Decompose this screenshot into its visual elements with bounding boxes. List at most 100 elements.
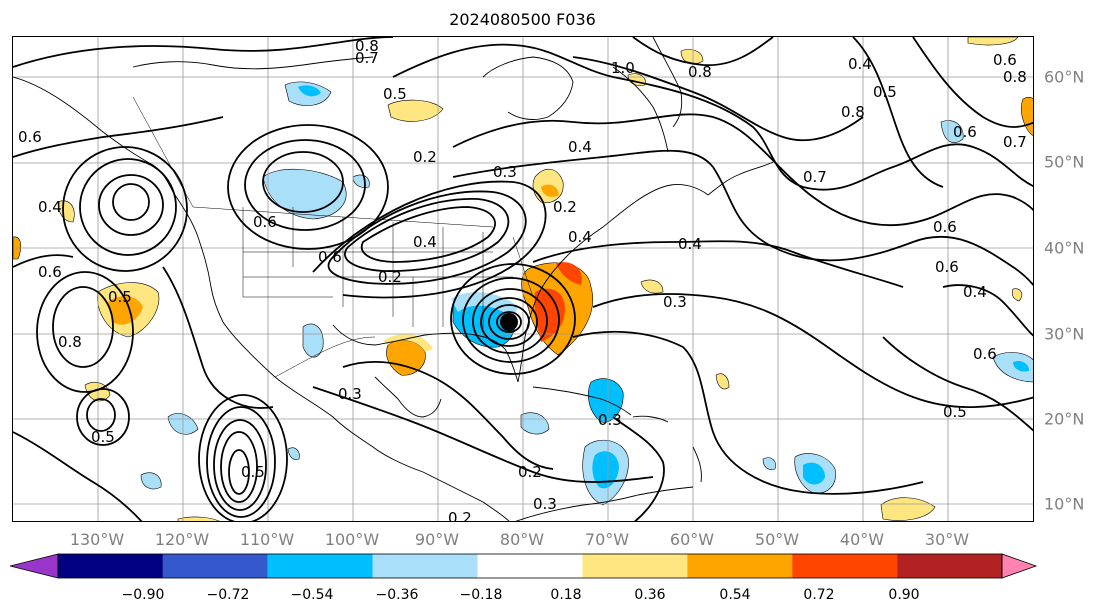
contour-label: 0.4 [678, 235, 702, 253]
lat-label-60n: 60°N [1044, 67, 1085, 87]
contour-label: 0.8 [841, 103, 865, 121]
contour-label: 0.6 [18, 128, 42, 146]
lat-label-30n: 30°N [1044, 324, 1085, 344]
shade-positive-atl-3 [640, 279, 664, 294]
contour-label: 0.3 [598, 411, 622, 429]
contour-label: 0.6 [953, 123, 977, 141]
contour-pacific-low-1 [228, 449, 250, 495]
shade-positive-gulf-edge [383, 334, 433, 352]
contour-label: 0.2 [378, 268, 402, 286]
shade-positive-atl-2 [715, 373, 730, 390]
contour-label: 0.5 [383, 85, 407, 103]
coast-yucatan [374, 376, 442, 418]
colorbar-tick: −0.18 [459, 587, 503, 603]
shade-positive-pacific-3 [57, 200, 75, 223]
contour-labels: 0.8 0.7 1.0 0.8 0.5 0.4 0.6 0.7 0.8 0.2 … [18, 37, 1027, 521]
shade-negative-midcanada [352, 174, 370, 188]
shade-negative-atl-2-core [1013, 361, 1029, 372]
contour-npac-2 [98, 174, 164, 236]
contour-jet-1 [360, 206, 496, 263]
contour-wave-15 [162, 266, 274, 409]
contour-npac-5 [52, 286, 114, 368]
hurricane-center-marker [500, 313, 518, 331]
colorbar-border [57, 553, 1003, 579]
colorbar-cell [162, 554, 268, 578]
contour-label: 0.6 [935, 258, 959, 276]
contour-wave-5 [532, 240, 904, 288]
contour-jet-3 [327, 190, 527, 285]
shade-positive-atl-4 [1011, 288, 1023, 302]
shade-negative-pacific-3 [287, 447, 300, 460]
contour-hurricane-3 [480, 297, 538, 347]
coast-west-mexico [222, 321, 424, 473]
contour-wave-2 [392, 43, 1033, 191]
coast-east-us [517, 201, 636, 383]
shade-positive-north-1 [1021, 97, 1033, 136]
lat-label-20n: 20°N [1044, 409, 1085, 429]
lat-lon-grid [13, 37, 1033, 521]
coast-hispaniola [632, 415, 669, 423]
contour-label: 0.8 [355, 37, 379, 55]
shade-negative-north-1 [940, 120, 964, 143]
lon-label-110w: 110°W [239, 530, 295, 549]
contour-label: 0.7 [355, 49, 379, 67]
contour-label: 0.5 [108, 288, 132, 306]
colorbar-tick: −0.54 [290, 587, 334, 603]
contour-wave-4 [452, 149, 1033, 286]
political-borders [132, 96, 534, 378]
contour-npac-8 [76, 388, 130, 446]
lat-label-40n: 40°N [1044, 238, 1085, 258]
colorbar-tick: −0.36 [375, 587, 419, 603]
contour-canada-3 [227, 124, 389, 250]
contour-label: 0.6 [318, 248, 342, 266]
colorbar [10, 553, 1038, 579]
contour-label: 0.3 [493, 163, 517, 181]
shade-positive-hurricane-edge [556, 262, 582, 285]
contour-wave-17 [882, 336, 1033, 432]
contour-pacific-low-4 [206, 406, 276, 518]
shade-negative-carib-2-core [592, 451, 619, 489]
contour-label: 0.8 [688, 63, 712, 81]
contour-label: 0.4 [568, 228, 592, 246]
contour-wave-18 [942, 284, 1033, 337]
colorbar-cell [267, 554, 373, 578]
lon-label-80w: 80°W [499, 530, 545, 549]
contour-wave-13 [13, 116, 224, 158]
contour-hurricane-5 [462, 277, 560, 363]
shade-negative-carib-3 [520, 412, 550, 435]
contour-wave-7 [572, 330, 924, 495]
lon-label-30w: 30°W [924, 530, 970, 549]
colorbar-tick: −0.72 [206, 587, 250, 603]
contour-canada-2 [244, 139, 366, 231]
lat-label-10n: 10°N [1044, 494, 1085, 514]
coastlines [13, 37, 774, 521]
contour-hurricane-1 [496, 311, 522, 333]
shade-negative-carib-4 [762, 457, 776, 470]
shade-negative-atl-2 [992, 352, 1033, 383]
contour-wave-1 [13, 37, 394, 68]
contour-wave-19 [13, 431, 143, 521]
contour-label: 0.7 [1003, 133, 1027, 151]
colorbar-cell [792, 554, 898, 578]
shade-positive-pacific-5 [177, 516, 220, 521]
contour-label: 0.8 [58, 333, 82, 351]
shade-positive-pacific-1-core [108, 295, 143, 325]
colorbar-cell [897, 554, 1002, 578]
contour-npac-7 [86, 398, 116, 432]
colorbar-tick: 0.72 [803, 587, 835, 603]
coast-labrador [612, 66, 669, 153]
lon-label-100w: 100°W [324, 530, 380, 549]
contour-label: 0.2 [553, 198, 577, 216]
contour-hurricane-4 [472, 288, 548, 354]
coast-hudson [482, 56, 574, 120]
contour-npac-1 [112, 183, 150, 221]
coast-arctic [132, 56, 374, 70]
coast-gulf [332, 324, 519, 383]
contour-label: 0.3 [533, 495, 557, 513]
contour-label: 0.6 [38, 263, 62, 281]
contour-wave-12 [912, 37, 1033, 128]
colorbar-cell [372, 554, 478, 578]
contour-label: 0.3 [338, 385, 362, 403]
colorbar-cell [582, 554, 688, 578]
contour-wave-20 [572, 56, 864, 142]
